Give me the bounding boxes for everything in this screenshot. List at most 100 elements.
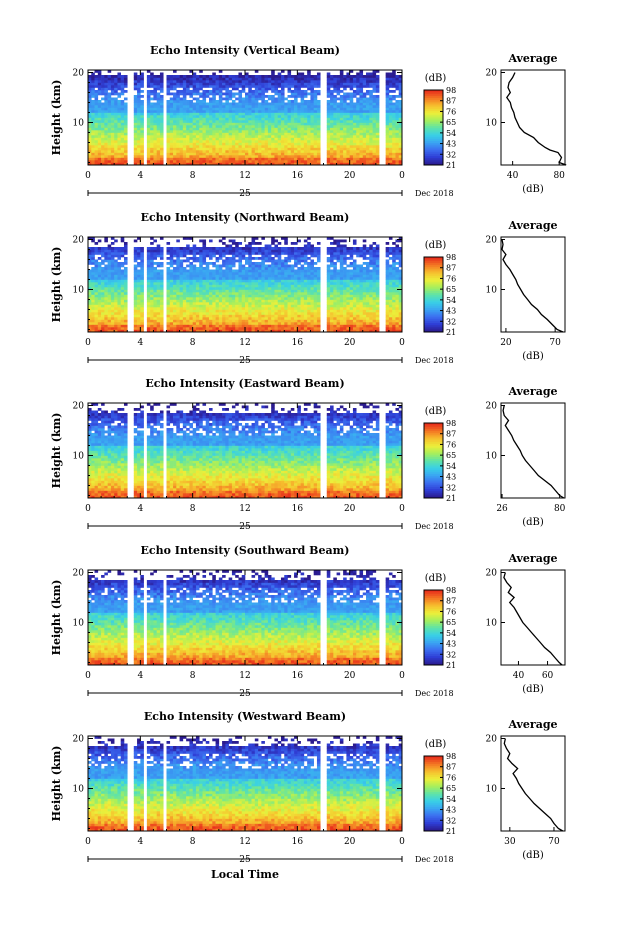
- heatmap-cell: [392, 125, 396, 128]
- heatmap-cell: [182, 157, 187, 161]
- heatmap-cell: [195, 130, 200, 133]
- heatmap-cell: [339, 77, 344, 81]
- heatmap-cell: [192, 322, 197, 325]
- heatmap-cell: [375, 77, 380, 81]
- heatmap-cell: [261, 145, 265, 148]
- heatmap-cell: [316, 284, 321, 288]
- heatmap-cell: [274, 307, 279, 310]
- heatmap-cell: [297, 142, 301, 146]
- heatmap-cell: [241, 102, 246, 106]
- heatmap-cell: [218, 287, 223, 290]
- heatmap-cell: [356, 145, 360, 148]
- heatmap-cell: [261, 132, 265, 136]
- heatmap-cell: [307, 70, 311, 73]
- heatmap-cell: [241, 289, 246, 293]
- heatmap-cell: [294, 299, 298, 303]
- heatmap-cell: [395, 302, 400, 305]
- heatmap-cell: [238, 324, 243, 328]
- heatmap-cell: [91, 162, 95, 166]
- heatmap-cell: [205, 147, 210, 151]
- heatmap-cell: [176, 145, 180, 148]
- heatmap-cell: [287, 120, 292, 123]
- heatmap-cell: [349, 155, 354, 158]
- heatmap-cell: [251, 110, 256, 113]
- heatmap-cell: [398, 110, 403, 113]
- heatmap-cell: [110, 115, 115, 118]
- heatmap-cell: [326, 157, 331, 161]
- heatmap-cell: [251, 115, 256, 118]
- heatmap-cell: [339, 287, 344, 290]
- heatmap-cell: [140, 307, 144, 310]
- heatmap-cell: [294, 302, 298, 305]
- heatmap-cell: [310, 85, 314, 88]
- heatmap-cell: [176, 292, 180, 295]
- heatmap-cell: [186, 110, 190, 113]
- heatmap-cell: [333, 284, 337, 288]
- heatmap-cell: [245, 324, 249, 328]
- heatmap-cell: [369, 125, 373, 128]
- heatmap-cell: [218, 77, 223, 81]
- heatmap-cell: [176, 137, 180, 141]
- heatmap-cell: [339, 120, 344, 123]
- heatmap-cell: [398, 92, 403, 96]
- heatmap-cell: [179, 82, 184, 86]
- heatmap-cell: [261, 105, 265, 108]
- heatmap-cell: [110, 322, 115, 325]
- heatmap-cell: [228, 115, 233, 118]
- heatmap-cell: [166, 80, 171, 83]
- heatmap-cell: [241, 152, 246, 156]
- heatmap-cell: [336, 312, 341, 315]
- heatmap-cell: [166, 102, 171, 106]
- heatmap-cell: [307, 284, 311, 288]
- heatmap-cell: [101, 80, 105, 83]
- heatmap-cell: [333, 90, 337, 93]
- heatmap-cell: [294, 152, 298, 156]
- heatmap-cell: [251, 307, 256, 310]
- heatmap-cell: [280, 292, 285, 295]
- heatmap-cell: [352, 302, 357, 305]
- heatmap-cell: [369, 107, 373, 111]
- heatmap-cell: [231, 162, 236, 166]
- heatmap-cell: [173, 102, 177, 106]
- heatmap-cell: [114, 80, 118, 83]
- heatmap-cell: [375, 297, 380, 300]
- heatmap-cell: [277, 317, 282, 320]
- heatmap-cell: [388, 292, 393, 295]
- heatmap-cell: [339, 160, 344, 163]
- heatmap-cell: [372, 160, 377, 163]
- heatmap-cell: [274, 329, 279, 333]
- heatmap-cell: [330, 130, 334, 133]
- heatmap-cell: [189, 127, 193, 131]
- heatmap-cell: [369, 82, 373, 86]
- heatmap-cell: [251, 297, 256, 300]
- heatmap-cell: [140, 157, 144, 161]
- heatmap-cell: [91, 329, 95, 333]
- heatmap-cell: [313, 97, 318, 101]
- heatmap-cell: [369, 127, 373, 131]
- heatmap-cell: [166, 82, 171, 86]
- heatmap-cell: [261, 292, 265, 295]
- heatmap-cell: [388, 317, 393, 320]
- heatmap-cell: [356, 304, 360, 308]
- heatmap-cell: [231, 329, 236, 333]
- heatmap-cell: [173, 132, 177, 136]
- heatmap-cell: [339, 72, 344, 76]
- heatmap-cell: [395, 125, 400, 128]
- heatmap-cell: [356, 87, 360, 91]
- heatmap-cell: [166, 322, 171, 325]
- heatmap-cell: [241, 309, 246, 313]
- colorbar-swatch: [424, 153, 443, 157]
- heatmap-cell: [228, 132, 233, 136]
- heatmap-cell: [264, 140, 269, 143]
- heatmap-cell: [385, 327, 390, 330]
- heatmap-cell: [202, 107, 207, 111]
- heatmap-cell: [362, 292, 367, 295]
- heatmap-cell: [107, 87, 112, 91]
- heatmap-cell: [261, 130, 265, 133]
- heatmap-cell: [218, 97, 223, 101]
- heatmap-cell: [294, 87, 298, 91]
- heatmap-cell: [202, 122, 207, 126]
- heatmap-cell: [369, 322, 373, 325]
- heatmap-cell: [369, 289, 373, 293]
- heatmap-cell: [392, 319, 396, 323]
